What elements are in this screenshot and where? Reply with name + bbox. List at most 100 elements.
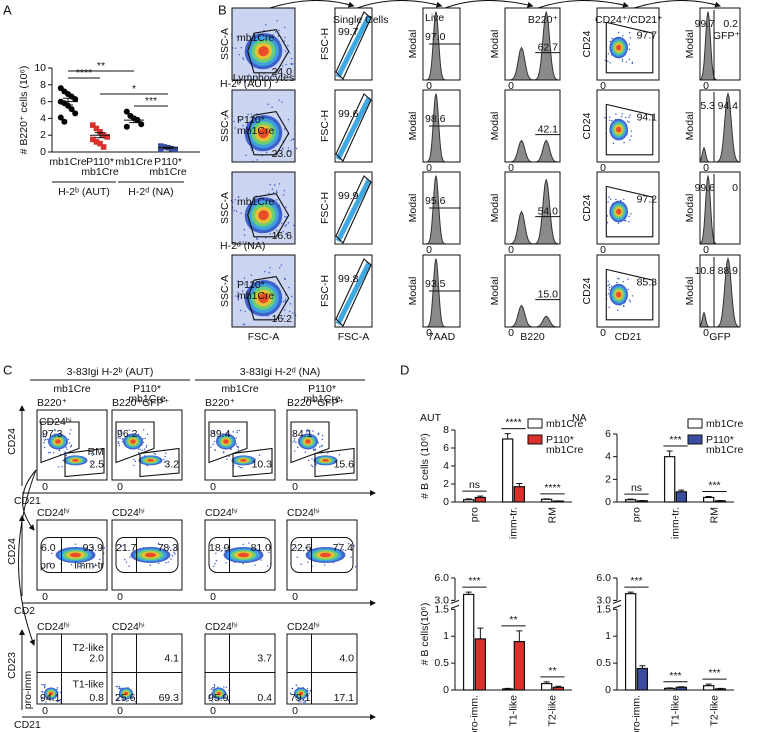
event [239, 119, 242, 122]
event [234, 199, 236, 201]
x-tick-label: T1-like [670, 695, 682, 727]
gate [247, 192, 290, 238]
significance: *** [669, 434, 681, 446]
column-header: 3-83Igi H-2ᵈ (NA) [240, 366, 320, 378]
event [248, 542, 250, 544]
y-tick-label: 4 [605, 451, 611, 463]
event [616, 281, 618, 284]
error-bar [627, 498, 634, 500]
event [289, 303, 292, 305]
gate-value: 78.3 [158, 542, 179, 554]
event [300, 563, 302, 566]
gate-value: 2.0 [89, 653, 104, 665]
row-label: P110* [237, 114, 265, 126]
y-axis-label: FSC-H [319, 28, 331, 60]
plot-frame [504, 89, 561, 163]
gate [605, 268, 654, 321]
gate-value: 21.7 [116, 542, 137, 554]
event [306, 431, 308, 433]
legend-swatch [687, 434, 703, 445]
event [70, 444, 73, 447]
event [241, 466, 243, 469]
gate-value: 99.6 [338, 108, 359, 120]
tick-label: 0 [117, 591, 123, 603]
event [240, 46, 242, 49]
event [90, 462, 92, 464]
event [291, 295, 293, 298]
gate-value: 16.6 [272, 230, 293, 242]
event [609, 40, 611, 43]
flow-arrow [634, 0, 721, 9]
y-axis-label: CD24 [581, 194, 593, 221]
plot-frame [699, 89, 741, 163]
density-level [616, 291, 622, 298]
event [237, 291, 239, 294]
gate-value: 0.8 [89, 692, 104, 704]
event [283, 189, 286, 192]
significance: ns [469, 479, 480, 491]
density [604, 31, 634, 65]
plot-frame [699, 7, 741, 81]
density-level [49, 691, 53, 696]
event [293, 433, 296, 435]
significance: *** [708, 480, 720, 492]
event [238, 53, 240, 56]
error-bar [504, 687, 511, 689]
histogram [699, 91, 741, 163]
gate [139, 447, 180, 478]
event [311, 458, 313, 460]
event [227, 117, 229, 119]
plot-frame [422, 89, 461, 163]
y-tick-label: 0 [605, 496, 611, 508]
event [213, 687, 216, 689]
tick-label: 0 [42, 591, 48, 603]
y-axis-label: # B cells (10⁶) [419, 433, 431, 499]
tick-label: 0 [292, 481, 298, 493]
event [616, 309, 619, 312]
gate-title: CD24ʰⁱ [37, 507, 70, 519]
bar [624, 499, 637, 503]
density [235, 264, 297, 326]
event [293, 440, 296, 442]
legend-swatch [527, 418, 543, 429]
event [228, 455, 230, 458]
x-tick-label: RM [709, 507, 721, 523]
event [213, 685, 216, 687]
plot-frame [699, 254, 741, 328]
gate-value: 17.1 [334, 692, 355, 704]
event [210, 446, 212, 448]
event [225, 562, 227, 564]
gate-value: 10.8 [695, 265, 716, 277]
legend-label: mb1Cre [546, 418, 584, 430]
tick-label: 0 [703, 162, 709, 174]
event [239, 466, 241, 469]
event [224, 696, 227, 698]
y-tick-label: 1 [605, 630, 611, 642]
event [609, 198, 612, 200]
significance: **** [505, 417, 521, 429]
gate-value: 10.3 [252, 459, 273, 471]
event [237, 299, 240, 301]
dot [72, 110, 79, 117]
error-bar [129, 117, 139, 124]
event [235, 210, 238, 213]
event [327, 452, 329, 454]
plot-frame [111, 633, 183, 705]
x-axis-label: CD21 [14, 495, 41, 507]
event [291, 687, 294, 690]
histogram [504, 304, 561, 328]
gate-value: 81.0 [251, 542, 272, 554]
event [129, 556, 131, 558]
gate [605, 103, 654, 156]
gate [247, 110, 290, 156]
bar [702, 685, 715, 691]
event [274, 184, 276, 186]
tick-label: 0 [508, 80, 514, 92]
event [232, 431, 234, 433]
gate-value: 0.4 [257, 692, 272, 704]
plot-frame [286, 519, 358, 591]
y-tick-label: 6 [40, 96, 46, 108]
plot-frame [596, 171, 660, 245]
axis-break [450, 599, 460, 609]
plot-frame [334, 171, 373, 245]
